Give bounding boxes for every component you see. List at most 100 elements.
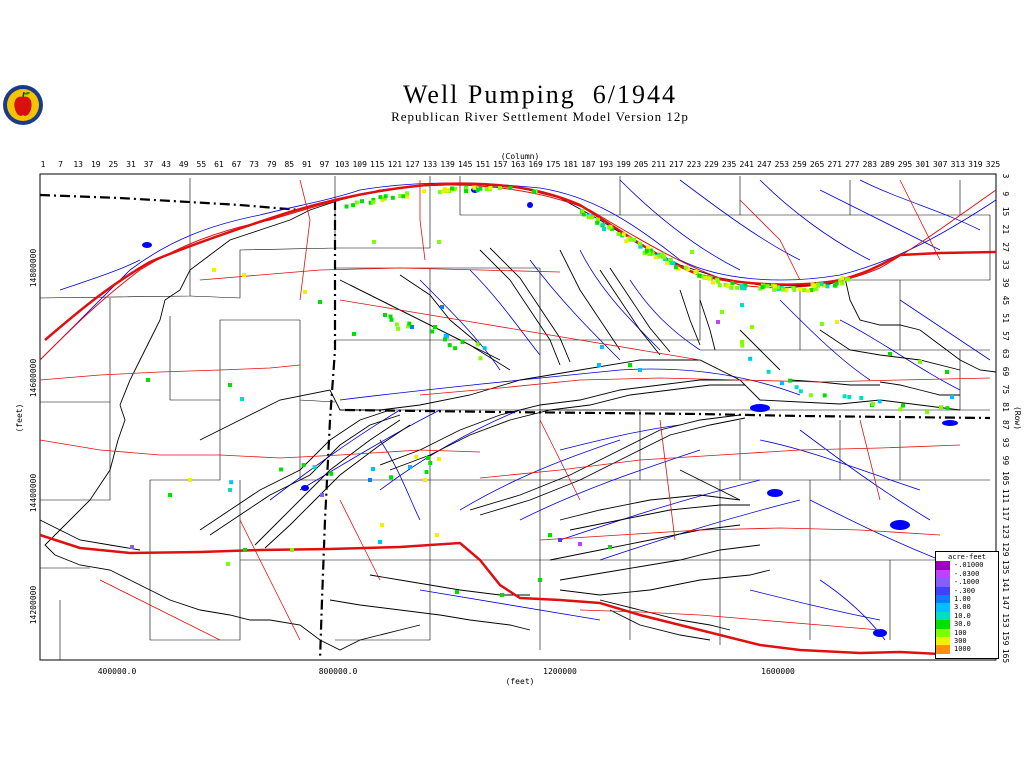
x-feet-tick: 1200000 <box>543 667 577 676</box>
pumping-cell <box>638 244 643 249</box>
pumping-cell <box>820 322 824 326</box>
column-tick: 169 <box>528 160 543 169</box>
pumping-cell <box>743 283 748 288</box>
pumping-cell <box>735 285 740 290</box>
pumping-cell <box>685 267 690 272</box>
legend-swatch <box>936 569 950 579</box>
pumping-cell <box>725 283 730 288</box>
pumping-cell <box>683 265 688 270</box>
pumping-cell <box>301 463 306 468</box>
legend-item: -.1000 <box>936 578 998 587</box>
pumping-cell <box>380 198 385 203</box>
pumping-cell <box>443 337 447 342</box>
column-tick: 139 <box>440 160 455 169</box>
legend-label: 3.00 <box>954 603 971 612</box>
pumping-cell <box>638 368 642 372</box>
y-feet-axis-label: (feet) <box>15 404 24 433</box>
column-tick: 109 <box>352 160 367 169</box>
column-tick: 19 <box>91 160 101 169</box>
pumping-cell <box>475 342 480 347</box>
column-tick: 313 <box>951 160 966 169</box>
column-tick: 163 <box>511 160 526 169</box>
pumping-cell <box>657 254 662 259</box>
column-tick: 289 <box>880 160 895 169</box>
legend-label: 100 <box>954 628 967 637</box>
pumping-cell <box>229 480 234 485</box>
row-tick: 75 <box>1001 385 1010 395</box>
pumping-cell <box>435 533 439 537</box>
pumping-cell <box>303 290 307 294</box>
pumping-cell <box>389 317 394 322</box>
row-tick: 111 <box>1001 489 1010 504</box>
row-tick: 9 <box>1001 191 1010 196</box>
pumping-cell <box>847 395 852 399</box>
x-feet-axis-label: (feet) <box>506 677 535 686</box>
x-feet-tick-labels: 400000.0 800000.0 1200000 1600000 <box>98 667 795 676</box>
pumping-cell <box>405 194 410 199</box>
pumping-cell <box>835 320 839 324</box>
pumping-cell <box>380 523 384 527</box>
pumping-cell <box>428 461 433 465</box>
column-tick: 259 <box>792 160 807 169</box>
row-tick: 99 <box>1001 456 1010 466</box>
row-tick-labels: 3915212733394551576369758187939910511111… <box>1001 174 1010 664</box>
row-tick: 3 <box>1001 174 1010 179</box>
pumping-cell <box>716 320 720 324</box>
pumping-cell <box>859 396 864 400</box>
column-tick: 295 <box>898 160 913 169</box>
pumping-cell <box>242 273 246 277</box>
legend-swatch <box>936 578 950 587</box>
column-tick: 307 <box>933 160 948 169</box>
column-tick: 277 <box>845 160 860 169</box>
legend-label: -.1000 <box>954 578 980 587</box>
column-tick: 25 <box>109 160 119 169</box>
legend-item: 3.00 <box>936 603 998 612</box>
pumping-cell <box>500 593 504 597</box>
pumping-cell <box>445 188 450 193</box>
pumping-cell <box>945 370 949 374</box>
legend-swatch <box>936 561 950 570</box>
row-tick: 165 <box>1001 649 1010 664</box>
column-tick: 91 <box>302 160 312 169</box>
pumping-cell <box>408 465 412 469</box>
pumping-cell <box>600 345 604 349</box>
pumping-cell <box>382 196 387 201</box>
pumping-cell <box>707 276 712 281</box>
pumping-cell <box>660 252 665 257</box>
map-subtitle: Republican River Settlement Model Versio… <box>391 109 689 124</box>
pumping-cell <box>716 279 720 284</box>
pumping-cell <box>901 403 905 408</box>
pumping-cell <box>802 288 807 292</box>
pumping-cell <box>484 187 489 191</box>
column-tick: 157 <box>493 160 508 169</box>
pumping-cell <box>819 282 824 287</box>
pumping-cell <box>460 340 465 344</box>
pumping-cell <box>766 369 771 374</box>
pumping-cell <box>453 346 458 351</box>
row-tick: 39 <box>1001 278 1010 288</box>
pumping-cell <box>360 199 364 204</box>
column-tick: 181 <box>564 160 579 169</box>
pumping-cell <box>798 389 803 394</box>
pumping-cell <box>653 255 658 260</box>
legend-label: 30.0 <box>954 620 971 629</box>
pumping-cell <box>822 393 827 398</box>
row-tick: 63 <box>1001 349 1010 359</box>
column-tick: 223 <box>687 160 702 169</box>
pumping-cell <box>383 313 387 317</box>
pumping-cell <box>607 225 612 230</box>
column-tick: 79 <box>267 160 277 169</box>
column-tick: 271 <box>827 160 842 169</box>
pumping-cell <box>580 208 585 213</box>
pumping-cell <box>371 467 375 471</box>
pumping-cell <box>840 280 845 285</box>
column-tick: 151 <box>476 160 491 169</box>
pumping-cell <box>765 284 770 289</box>
pumping-cell <box>378 195 383 200</box>
pumping-cell <box>482 346 487 351</box>
row-tick: 33 <box>1001 260 1010 270</box>
pumping-cell <box>497 186 502 191</box>
row-tick: 51 <box>1001 313 1010 323</box>
column-tick: 187 <box>581 160 596 169</box>
pumping-cell <box>711 280 715 285</box>
